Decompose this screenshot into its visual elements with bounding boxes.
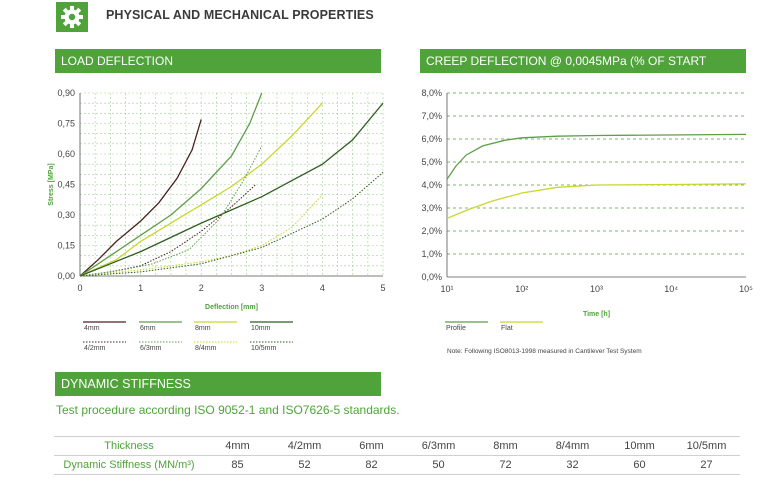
x-tick-label: 3 (259, 283, 264, 293)
y-tick-label: 0,45 (57, 180, 75, 190)
series-line-6-3mm (79, 145, 263, 277)
stiffness-cell: 60 (633, 459, 646, 471)
y-tick-label: 0,30 (57, 210, 75, 220)
page-title: PHYSICAL AND MECHANICAL PROPERTIES (106, 8, 374, 22)
series-line-flat (446, 183, 747, 219)
x-axis-label: Time [h] (583, 311, 610, 318)
thickness-cell: 8/4mm (555, 440, 590, 452)
thickness-cell: 4mm (225, 440, 250, 452)
stiffness-cell: 72 (499, 459, 512, 471)
legend-label: 10/5mm (251, 345, 276, 352)
x-tick-label: 10³ (590, 284, 603, 294)
creep-deflection-heading: CREEP DEFLECTION @ 0,0045MPa (% OF START… (420, 49, 746, 92)
x-tick-label: 4 (320, 283, 325, 293)
legend-label: 10mm (251, 325, 271, 332)
thickness-cell: 8mm (493, 440, 518, 452)
row-header-stiffness: Dynamic Stiffness (MN/m³) (63, 459, 195, 471)
series-line-8mm (79, 102, 323, 277)
legend-label: 4mm (84, 325, 100, 332)
stiffness-cell: 52 (298, 459, 311, 471)
series-line-4mm (79, 119, 202, 277)
dynamic-stiffness-table: Thickness 4mm 4/2mm 6mm 6/3mm 8mm 8/4mm … (54, 436, 740, 475)
creep-note: Note: Following ISO8013-1998 measured in… (447, 348, 642, 355)
creep-deflection-chart: 0,0% 1,0% 2,0% 3,0% 4,0% 5,0% 6,0% 7,0% 8,0% 10¹ 1… (421, 88, 753, 332)
y-tick-label: 6,0% (421, 134, 442, 144)
series-line-4-2mm (79, 184, 257, 277)
y-tick-label: 3,0% (421, 203, 442, 213)
y-tick-label: 0,15 (57, 241, 75, 251)
x-tick-label: 5 (380, 283, 385, 293)
y-tick-label: 8,0% (421, 88, 442, 98)
y-axis-label: Stress [MPa] (48, 163, 55, 205)
stiffness-cell: 27 (700, 459, 713, 471)
x-tick-label: 10¹ (440, 284, 453, 294)
stiffness-cell: 50 (432, 459, 445, 471)
legend-label: Flat (501, 325, 513, 332)
y-tick-label: 2,0% (421, 226, 442, 236)
series-line-8-4mm (79, 194, 323, 277)
legend-label: 8/4mm (195, 345, 217, 352)
y-tick-label: 5,0% (421, 157, 442, 167)
row-header-thickness: Thickness (104, 440, 154, 452)
stiffness-cell: 32 (566, 459, 579, 471)
thickness-cell: 6/3mm (421, 440, 456, 452)
stiffness-cell: 85 (231, 459, 244, 471)
series-line-10-5mm (79, 171, 384, 277)
y-tick-label: 4,0% (421, 180, 442, 190)
legend-label: 6mm (140, 325, 156, 332)
y-tick-label: 1,0% (421, 249, 442, 259)
load-deflection-chart: 0,00 0,15 0,30 0,45 0,60 0,75 0,90 0 1 2 3 4 5 Deflec… (48, 88, 386, 352)
y-tick-label: 0,90 (57, 88, 75, 98)
x-tick-label: 10⁵ (739, 284, 753, 294)
thickness-cell: 4/2mm (287, 440, 322, 452)
series-line-profile (446, 133, 747, 180)
legend-label: 4/2mm (84, 345, 106, 352)
dynamic-stiffness-heading: DYNAMIC STIFFNESS (55, 372, 381, 396)
y-tick-label: 0,0% (421, 272, 442, 282)
gear-icon (56, 2, 88, 32)
series-line-6mm (79, 92, 263, 277)
legend-label: 6/3mm (140, 345, 162, 352)
stiffness-cell: 82 (365, 459, 378, 471)
thickness-cell: 10/5mm (686, 440, 727, 452)
y-tick-label: 0,75 (57, 119, 75, 129)
x-tick-label: 0 (77, 283, 82, 293)
table-row: Dynamic Stiffness (MN/m³) 85 52 82 50 72… (54, 456, 740, 475)
legend-label: Profile (446, 325, 466, 332)
load-deflection-heading: LOAD DEFLECTION (55, 49, 381, 73)
y-tick-label: 0,00 (57, 271, 75, 281)
x-axis-label: Deflection [mm] (205, 304, 258, 311)
x-tick-label: 1 (138, 283, 143, 293)
x-tick-label: 10⁴ (664, 284, 678, 294)
y-tick-label: 0,60 (57, 149, 75, 159)
x-tick-label: 2 (199, 283, 204, 293)
x-tick-label: 10² (515, 284, 528, 294)
dynamic-stiffness-subtitle: Test procedure according ISO 9052-1 and … (56, 403, 400, 417)
y-tick-label: 7,0% (421, 111, 442, 121)
series-line-10mm (79, 102, 384, 277)
legend-label: 8mm (195, 325, 211, 332)
thickness-cell: 6mm (359, 440, 384, 452)
thickness-cell: 10mm (624, 440, 655, 452)
table-row: Thickness 4mm 4/2mm 6mm 6/3mm 8mm 8/4mm … (54, 436, 740, 456)
